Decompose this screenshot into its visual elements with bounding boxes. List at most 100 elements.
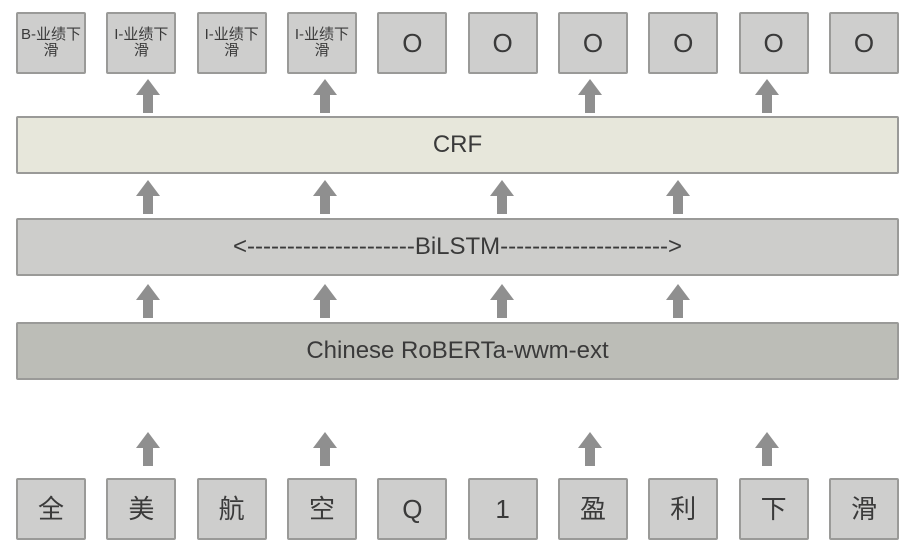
diagram-stage: B-业绩下滑I-业绩下滑I-业绩下滑I-业绩下滑OOOOOO CRF <----… bbox=[0, 0, 915, 552]
up-arrow-icon bbox=[136, 284, 160, 318]
arrow-cell bbox=[281, 79, 369, 113]
layer-crf-label: CRF bbox=[433, 131, 482, 159]
arrow-cell bbox=[811, 79, 899, 113]
arrow-cell bbox=[369, 180, 457, 214]
layer-bilstm-label: <---------------------BiLSTM------------… bbox=[233, 233, 682, 261]
arrow-cell bbox=[281, 284, 369, 318]
output-tag-box: B-业绩下滑 bbox=[16, 12, 86, 74]
input-token-box: 利 bbox=[648, 478, 718, 540]
output-tag-box: O bbox=[377, 12, 447, 74]
arrow-cell bbox=[369, 79, 457, 113]
up-arrow-icon bbox=[313, 432, 337, 466]
output-tag-box: O bbox=[739, 12, 809, 74]
arrow-row-crf-to-outputs bbox=[16, 79, 899, 113]
input-token-text: 下 bbox=[761, 495, 787, 524]
input-token-box: 滑 bbox=[829, 478, 899, 540]
up-arrow-icon bbox=[136, 180, 160, 214]
output-tag-text: O bbox=[402, 29, 422, 58]
arrow-cell bbox=[457, 180, 545, 214]
up-arrow-icon bbox=[666, 284, 690, 318]
arrow-cell bbox=[811, 180, 899, 214]
output-tag-text: O bbox=[854, 29, 874, 58]
output-tag-box: O bbox=[558, 12, 628, 74]
input-token-box: 全 bbox=[16, 478, 86, 540]
layer-crf-bar: CRF bbox=[16, 116, 899, 174]
output-tag-text: I-业绩下滑 bbox=[201, 27, 263, 60]
up-arrow-icon bbox=[136, 432, 160, 466]
input-token-box: 1 bbox=[468, 478, 538, 540]
arrow-cell bbox=[811, 284, 899, 318]
output-tag-text: O bbox=[493, 29, 513, 58]
arrow-row-bilstm-to-crf bbox=[16, 180, 899, 214]
up-arrow-icon bbox=[755, 79, 779, 113]
arrow-cell bbox=[546, 284, 634, 318]
input-token-text: 美 bbox=[128, 495, 154, 524]
output-tag-box: O bbox=[648, 12, 718, 74]
arrow-cell bbox=[811, 432, 899, 466]
input-token-text: 利 bbox=[670, 495, 696, 524]
arrow-cell bbox=[16, 284, 104, 318]
arrow-row-inputs-extra bbox=[16, 432, 899, 466]
arrow-cell bbox=[193, 180, 281, 214]
output-tag-box: I-业绩下滑 bbox=[197, 12, 267, 74]
input-token-box: 空 bbox=[287, 478, 357, 540]
arrow-cell bbox=[104, 180, 192, 214]
up-arrow-icon bbox=[136, 79, 160, 113]
output-tag-text: I-业绩下滑 bbox=[110, 27, 172, 60]
output-tags-row: B-业绩下滑I-业绩下滑I-业绩下滑I-业绩下滑OOOOOO bbox=[16, 12, 899, 74]
arrow-cell bbox=[281, 180, 369, 214]
layer-bilstm-bar: <---------------------BiLSTM------------… bbox=[16, 218, 899, 276]
arrow-cell bbox=[104, 79, 192, 113]
input-token-text: 全 bbox=[38, 495, 64, 524]
input-token-text: 1 bbox=[495, 495, 509, 524]
up-arrow-icon bbox=[490, 180, 514, 214]
arrow-cell bbox=[104, 432, 192, 466]
layer-roberta-bar: Chinese RoBERTa-wwm-ext bbox=[16, 322, 899, 380]
input-token-box: 航 bbox=[197, 478, 267, 540]
up-arrow-icon bbox=[578, 432, 602, 466]
arrow-cell bbox=[722, 284, 810, 318]
up-arrow-icon bbox=[313, 79, 337, 113]
output-tag-text: B-业绩下滑 bbox=[20, 27, 82, 60]
input-token-box: 盈 bbox=[558, 478, 628, 540]
output-tag-box: I-业绩下滑 bbox=[287, 12, 357, 74]
input-token-box: 美 bbox=[106, 478, 176, 540]
up-arrow-icon bbox=[755, 432, 779, 466]
arrow-cell bbox=[281, 432, 369, 466]
arrow-cell bbox=[193, 284, 281, 318]
arrow-cell bbox=[546, 180, 634, 214]
bilstm-dash-left: --------------------- bbox=[247, 233, 415, 260]
arrow-cell bbox=[634, 180, 722, 214]
up-arrow-icon bbox=[313, 284, 337, 318]
bilstm-text: BiLSTM bbox=[415, 233, 500, 260]
input-token-text: 滑 bbox=[851, 495, 877, 524]
input-token-box: 下 bbox=[739, 478, 809, 540]
arrow-cell bbox=[722, 79, 810, 113]
arrow-cell bbox=[193, 432, 281, 466]
input-token-text: 空 bbox=[309, 495, 335, 524]
arrow-cell bbox=[16, 79, 104, 113]
output-tag-box: O bbox=[829, 12, 899, 74]
arrow-cell bbox=[457, 79, 545, 113]
arrow-cell bbox=[634, 79, 722, 113]
up-arrow-icon bbox=[666, 180, 690, 214]
arrow-cell bbox=[457, 284, 545, 318]
arrow-cell bbox=[369, 284, 457, 318]
arrow-cell bbox=[634, 432, 722, 466]
arrow-cell bbox=[16, 180, 104, 214]
bilstm-dash-right: --------------------- bbox=[500, 233, 668, 260]
arrow-cell bbox=[722, 180, 810, 214]
arrow-cell bbox=[104, 284, 192, 318]
output-tag-box: O bbox=[468, 12, 538, 74]
up-arrow-icon bbox=[313, 180, 337, 214]
arrow-cell bbox=[634, 284, 722, 318]
output-tag-box: I-业绩下滑 bbox=[106, 12, 176, 74]
arrow-cell bbox=[546, 79, 634, 113]
arrow-cell bbox=[546, 432, 634, 466]
input-tokens-row: 全美航空Q1盈利下滑 bbox=[16, 478, 899, 540]
arrow-row-roberta-to-bilstm bbox=[16, 284, 899, 318]
arrow-cell bbox=[722, 432, 810, 466]
input-token-text: 航 bbox=[219, 495, 245, 524]
input-token-text: 盈 bbox=[580, 495, 606, 524]
arrow-cell bbox=[457, 432, 545, 466]
